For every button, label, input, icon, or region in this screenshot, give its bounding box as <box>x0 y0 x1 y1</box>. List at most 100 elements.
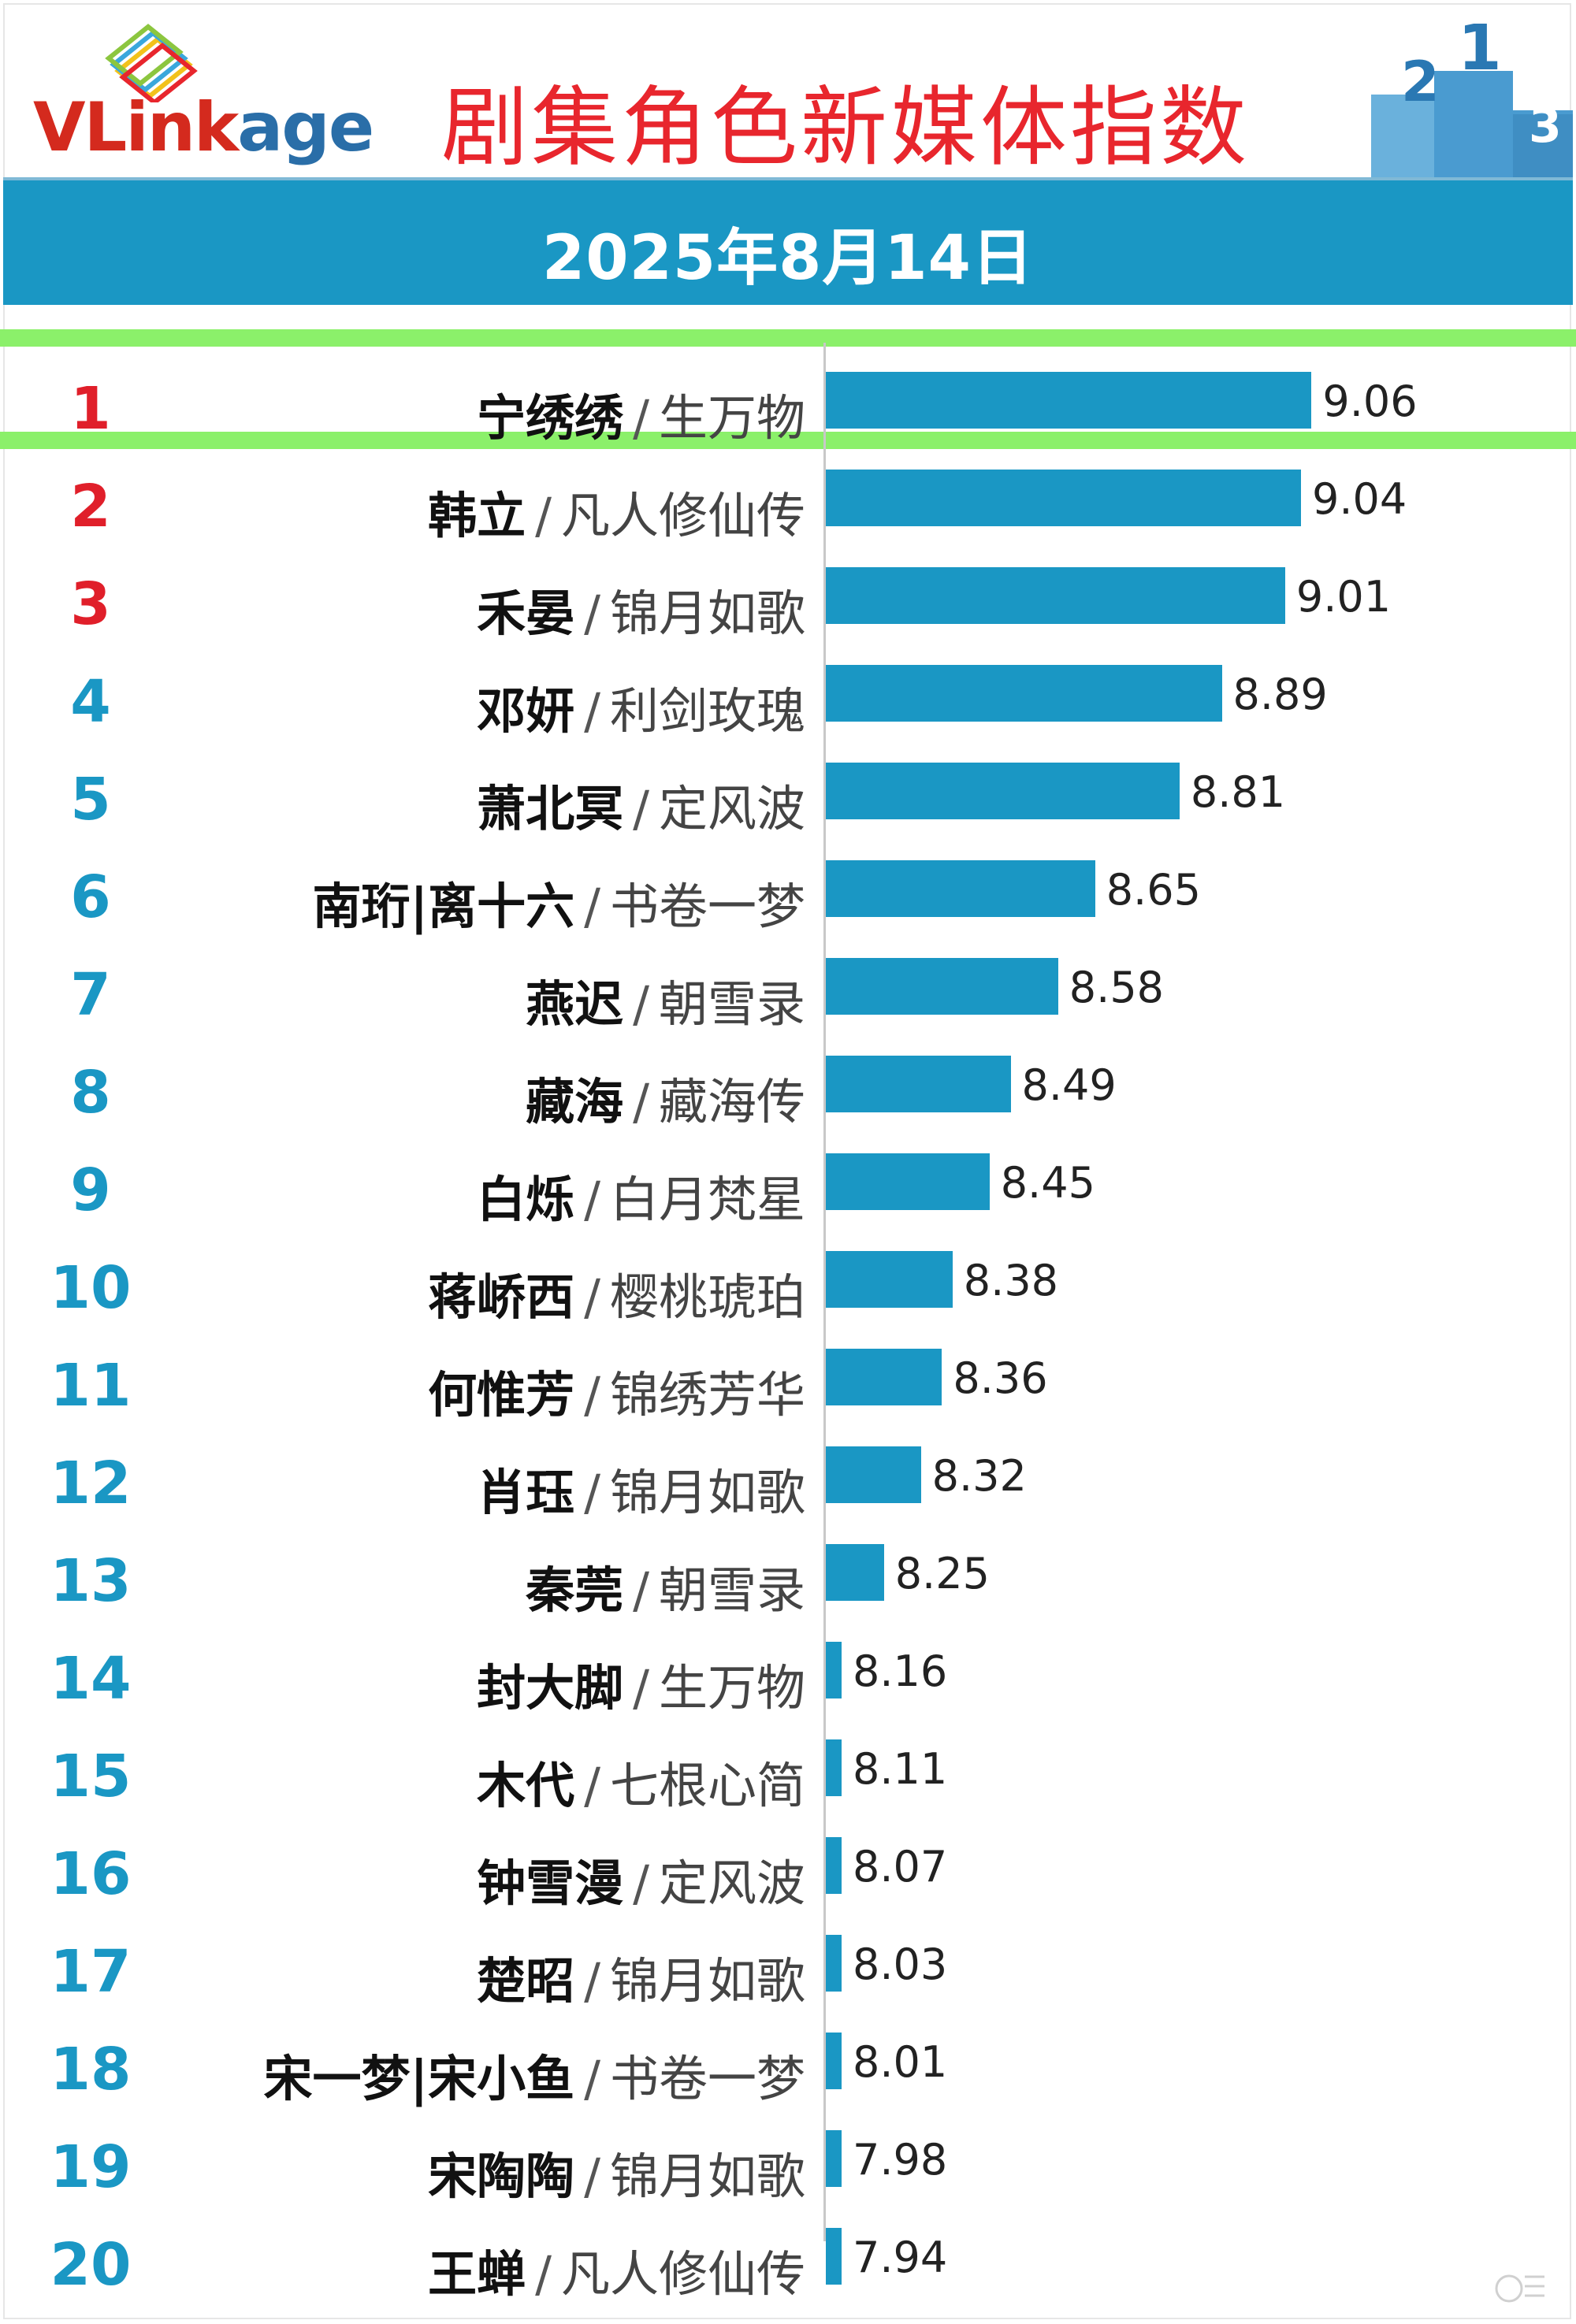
bar-value-label: 8.81 <box>1190 767 1286 817</box>
character-name: 白烁 <box>477 1171 575 1228</box>
character-name: 楚昭 <box>477 1952 575 2010</box>
rank-number: 15 <box>50 1743 132 1810</box>
chart-axis-line <box>823 343 826 2241</box>
bar <box>826 1056 1011 1112</box>
character-name: 钟雪漫 <box>477 1854 624 1912</box>
character-name: 禾晏 <box>477 585 575 642</box>
drama-title: 定风波 <box>658 780 805 837</box>
rank-number: 2 <box>70 473 111 540</box>
bar-value-label: 8.25 <box>894 1549 990 1598</box>
page-title: 剧集角色新媒体指数 <box>441 77 1250 178</box>
drama-title: 生万物 <box>658 389 805 447</box>
date-label: 2025年8月14日 <box>542 223 1034 294</box>
drama-title: 锦月如歌 <box>609 585 805 642</box>
logo-cards-icon <box>105 24 198 102</box>
drama-title: 朝雪录 <box>658 1561 805 1619</box>
label-separator: / <box>633 1659 649 1717</box>
chart-row: 11 何惟芳 / 锦绣芳华 8.36 <box>0 1331 1576 1429</box>
chart-row: 19 宋陶陶 / 锦月如歌 7.98 <box>0 2113 1576 2211</box>
bar <box>826 1446 921 1503</box>
chart-row: 14 封大脚 / 生万物 8.16 <box>0 1624 1576 1722</box>
rank-number: 13 <box>50 1547 132 1615</box>
chart-row: 20 王蝉 / 凡人修仙传 7.94 <box>0 2211 1576 2308</box>
label-separator: / <box>584 1171 600 1228</box>
drama-title: 锦月如歌 <box>609 2148 805 2205</box>
bar-label: 南珩|离十六 / 书卷一梦 <box>312 867 805 937</box>
rank-number: 5 <box>70 766 111 833</box>
rank-number: 1 <box>70 375 111 443</box>
rank-number: 20 <box>50 2231 132 2299</box>
label-separator: / <box>633 1854 649 1912</box>
chart-row: 15 木代 / 七根心简 8.11 <box>0 1722 1576 1820</box>
bar <box>826 372 1312 429</box>
drama-title: 锦月如歌 <box>609 1952 805 2010</box>
bar-value-label: 8.89 <box>1232 670 1328 719</box>
bar-value-label: 8.58 <box>1069 963 1165 1012</box>
bar-value-label: 8.38 <box>963 1256 1059 1305</box>
label-separator: / <box>633 1073 649 1130</box>
chart-row: 4 邓妍 / 利剑玫瑰 8.89 <box>0 648 1576 745</box>
bar-label: 韩立 / 凡人修仙传 <box>428 476 805 547</box>
bar <box>826 1642 842 1698</box>
bar-label: 何惟芳 / 锦绣芳华 <box>428 1355 805 1426</box>
bar-value-label: 8.01 <box>853 2037 948 2087</box>
bar <box>826 1739 842 1796</box>
ranking-bar-chart: 1 宁绣绣 / 生万物 9.06 2 韩立 / 凡人修仙传 9.04 3 禾晏 / 锦月如歌 9.01 4 邓妍… <box>0 331 1576 2316</box>
label-separator: / <box>535 2245 552 2303</box>
label-separator: / <box>584 1952 600 2010</box>
chart-row: 17 楚昭 / 锦月如歌 8.03 <box>0 1917 1576 2015</box>
chart-row: 18 宋一梦|宋小鱼 / 书卷一梦 8.01 <box>0 2015 1576 2113</box>
chart-row: 8 藏海 / 藏海传 8.49 <box>0 1038 1576 1136</box>
drama-title: 凡人修仙传 <box>560 2245 805 2303</box>
drama-title: 生万物 <box>658 1659 805 1717</box>
character-name: 邓妍 <box>477 682 575 740</box>
bar-label: 王蝉 / 凡人修仙传 <box>428 2234 805 2305</box>
rank-number: 16 <box>50 1840 132 1908</box>
rank-number: 17 <box>50 1938 132 2006</box>
bar-label: 白烁 / 白月梵星 <box>477 1160 805 1231</box>
rank-number: 11 <box>50 1352 132 1420</box>
character-name: 肖珏 <box>477 1464 575 1521</box>
bar <box>826 1349 942 1405</box>
bar-label: 萧北冥 / 定风波 <box>477 769 805 840</box>
chart-row: 9 白烁 / 白月梵星 8.45 <box>0 1136 1576 1234</box>
page-frame <box>3 3 1571 2319</box>
bar-value-label: 8.49 <box>1021 1060 1117 1110</box>
character-name: 宋一梦|宋小鱼 <box>263 2050 575 2107</box>
label-separator: / <box>633 1561 649 1619</box>
chart-row: 10 蒋峤西 / 樱桃琥珀 8.38 <box>0 1234 1576 1331</box>
label-separator: / <box>584 1366 600 1424</box>
label-separator: / <box>633 389 649 447</box>
bar-label: 宋一梦|宋小鱼 / 书卷一梦 <box>263 2039 805 2110</box>
chart-row: 1 宁绣绣 / 生万物 9.06 <box>0 355 1576 452</box>
bar-value-label: 8.16 <box>853 1646 948 1696</box>
rank-number: 6 <box>70 863 111 931</box>
rank-number: 18 <box>50 2036 132 2103</box>
chart-row: 13 秦莞 / 朝雪录 8.25 <box>0 1527 1576 1624</box>
bar-label: 藏海 / 藏海传 <box>526 1062 805 1133</box>
bar-value-label: 7.94 <box>853 2233 948 2282</box>
bar-label: 木代 / 七根心简 <box>477 1746 805 1817</box>
chart-row: 2 韩立 / 凡人修仙传 9.04 <box>0 452 1576 550</box>
label-separator: / <box>584 682 600 740</box>
label-separator: / <box>633 780 649 837</box>
label-separator: / <box>584 878 600 935</box>
highlight-line-top <box>0 329 1576 347</box>
drama-title: 书卷一梦 <box>609 2050 805 2107</box>
bar-value-label: 8.07 <box>853 1842 948 1891</box>
bar-value-label: 9.04 <box>1312 474 1407 524</box>
drama-title: 樱桃琥珀 <box>609 1268 805 1326</box>
rank-number: 10 <box>50 1254 132 1322</box>
vlinkage-logo: VLinkage <box>16 24 374 167</box>
label-separator: / <box>584 1464 600 1521</box>
bar-value-label: 9.01 <box>1295 572 1392 622</box>
drama-title: 白月梵星 <box>609 1171 805 1228</box>
rank-number: 8 <box>70 1059 111 1127</box>
character-name: 藏海 <box>526 1073 624 1130</box>
bar-label: 宋陶陶 / 锦月如歌 <box>428 2137 805 2207</box>
drama-title: 锦绣芳华 <box>609 1366 805 1424</box>
bar-label: 钟雪漫 / 定风波 <box>477 1843 805 1914</box>
rank-number: 9 <box>70 1156 111 1224</box>
drama-title: 朝雪录 <box>658 975 805 1033</box>
chart-row: 16 钟雪漫 / 定风波 8.07 <box>0 1820 1576 1917</box>
